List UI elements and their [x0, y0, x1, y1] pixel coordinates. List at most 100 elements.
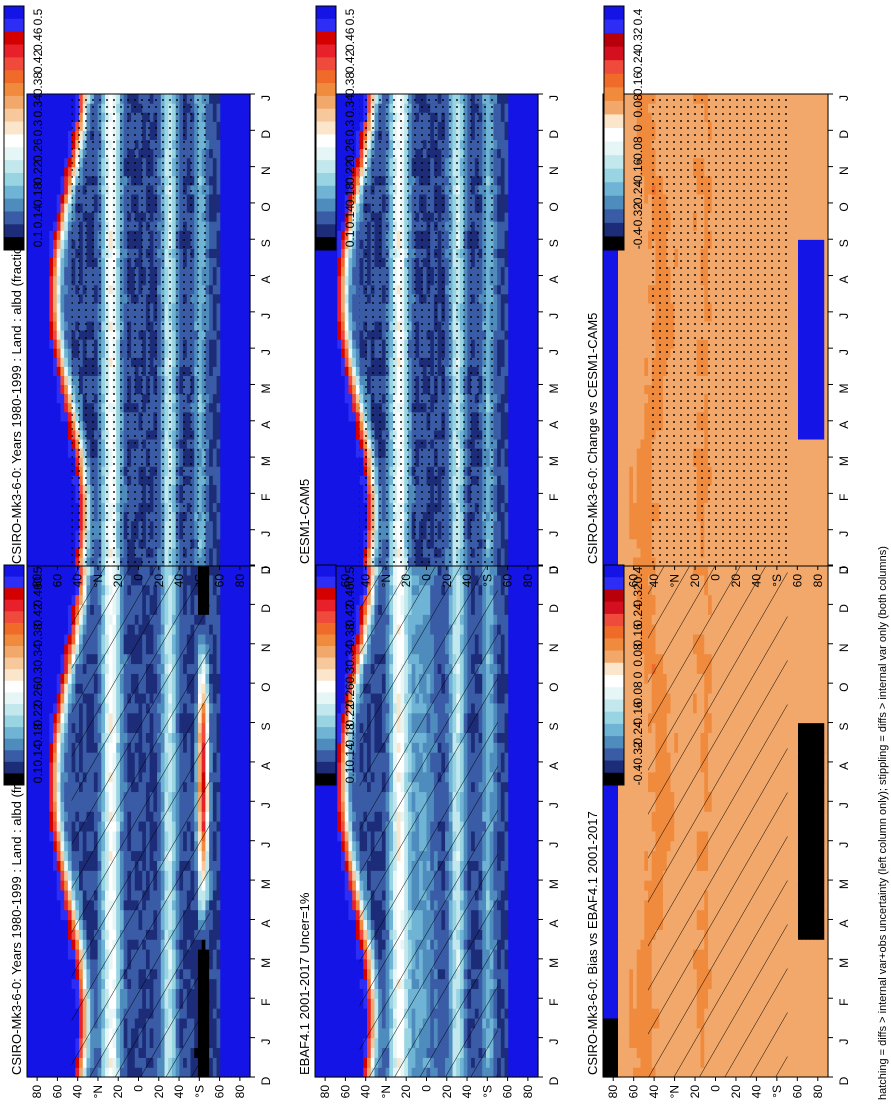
heat-cell: [49, 614, 53, 624]
heat-cell: [64, 502, 68, 512]
heat-cell: [34, 412, 38, 422]
heat-cell: [239, 421, 243, 431]
heat-cell: [34, 339, 38, 349]
heat-cell: [31, 821, 35, 831]
heat-cell: [27, 900, 31, 910]
heat-cell: [46, 403, 50, 413]
heat-cell: [53, 742, 57, 752]
heat-cell: [64, 330, 68, 340]
heat-cell: [239, 1018, 243, 1028]
heat-cell: [213, 375, 217, 385]
heat-cell: [68, 1008, 72, 1018]
heat-cell: [49, 439, 53, 449]
heat-cell: [53, 919, 57, 929]
heat-cell: [239, 673, 243, 683]
heat-cell: [38, 412, 42, 422]
heat-cell: [231, 959, 235, 969]
heat-cell: [217, 880, 221, 890]
heat-cell: [60, 654, 64, 664]
heat-cell: [228, 663, 232, 673]
heat-cell: [243, 939, 247, 949]
heat-cell: [68, 1057, 72, 1067]
heat-cell: [31, 521, 35, 531]
heat-cell: [49, 1008, 53, 1018]
heat-cell: [42, 548, 46, 558]
heat-cell: [228, 811, 232, 821]
heat-cell: [68, 782, 72, 792]
heat-cell: [68, 811, 72, 821]
heat-cell: [68, 493, 72, 503]
heat-cell: [31, 466, 35, 476]
heat-cell: [53, 521, 57, 531]
overlay-hatching: [72, 565, 210, 1077]
heat-cell: [220, 330, 224, 340]
heat-cell: [228, 870, 232, 880]
heat-cell: [217, 634, 221, 644]
heat-cell: [46, 394, 50, 404]
heat-cell: [68, 375, 72, 385]
heat-cell: [68, 412, 72, 422]
heat-cell: [217, 860, 221, 870]
heat-cell: [228, 998, 232, 1008]
heat-cell: [31, 548, 35, 558]
heat-cell: [239, 979, 243, 989]
heat-cell: [68, 1047, 72, 1057]
heat-cell: [220, 959, 224, 969]
heat-cell: [27, 841, 31, 851]
heat-cell: [64, 1018, 68, 1028]
heat-cell: [42, 457, 46, 467]
heat-cell: [49, 366, 53, 376]
heat-cell: [235, 673, 239, 683]
heat-cell: [243, 703, 247, 713]
heat-cell: [60, 403, 64, 413]
heat-cell: [60, 1047, 64, 1057]
heat-cell: [231, 595, 235, 605]
heat-cell: [235, 1028, 239, 1038]
heat-cell: [68, 732, 72, 742]
heat-cell: [57, 614, 61, 624]
heat-cell: [49, 772, 53, 782]
heat-cell: [53, 595, 57, 605]
heat-cell: [217, 595, 221, 605]
heat-cell: [64, 285, 68, 295]
heat-cell: [27, 1038, 31, 1048]
heat-cell: [217, 403, 221, 413]
heat-cell: [60, 1067, 64, 1077]
heat-cell: [64, 998, 68, 1008]
heat-cell: [46, 430, 50, 440]
heat-cell: [60, 448, 64, 458]
heat-cell: [57, 801, 61, 811]
heat-cell: [60, 732, 64, 742]
heat-cell: [49, 595, 53, 605]
heat-cell: [38, 1028, 42, 1038]
heat-cell: [60, 713, 64, 723]
heat-cell: [239, 723, 243, 733]
heat-cell: [46, 448, 50, 458]
heat-cell: [34, 1057, 38, 1067]
heat-cell: [243, 919, 247, 929]
heat-cell: [68, 339, 72, 349]
month-label: J: [259, 1039, 273, 1045]
heat-cell: [217, 548, 221, 558]
heat-cell: [68, 557, 72, 567]
heat-cell: [46, 1038, 50, 1048]
heat-cell: [60, 1038, 64, 1048]
heat-cell: [27, 929, 31, 939]
heat-cell: [231, 1047, 235, 1057]
heat-cell: [64, 384, 68, 394]
heat-cell: [231, 530, 235, 540]
heat-cell: [60, 512, 64, 522]
heat-cell: [46, 634, 50, 644]
heat-cell: [27, 949, 31, 959]
heat-cell: [53, 791, 57, 801]
heat-cell: [220, 949, 224, 959]
heat-cell: [224, 811, 228, 821]
heat-cell: [228, 732, 232, 742]
heat-cell: [224, 1067, 228, 1077]
heat-cell: [31, 557, 35, 567]
heat-cell: [235, 998, 239, 1008]
heat-cell: [31, 1047, 35, 1057]
heat-cell: [217, 348, 221, 358]
heat-cell: [213, 732, 217, 742]
